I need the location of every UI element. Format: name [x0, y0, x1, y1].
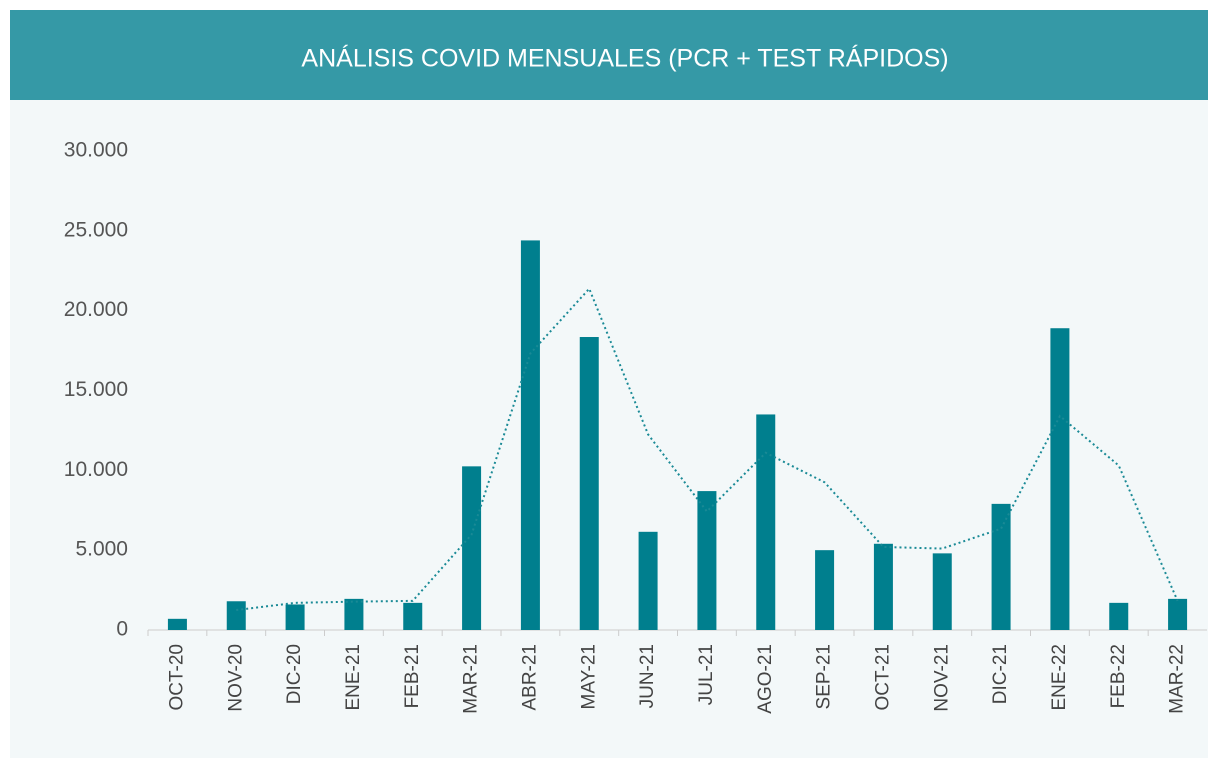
x-tick-label: OCT-21 [872, 644, 893, 711]
bar [226, 601, 246, 630]
bar [638, 531, 658, 630]
y-tick-label: 20.000 [64, 298, 128, 321]
x-tick-label: JUN-21 [637, 644, 658, 708]
x-tick-label: NOV-20 [225, 644, 246, 712]
bar [520, 240, 540, 630]
x-tick-label: ENE-22 [1049, 644, 1070, 711]
bar [344, 598, 364, 630]
x-tick-label: SEP-21 [814, 644, 835, 709]
bar [873, 543, 893, 630]
title-band [10, 10, 1208, 100]
bar [1050, 328, 1070, 630]
x-tick-label: DIC-21 [990, 644, 1011, 704]
bar [1168, 598, 1188, 630]
bar [697, 491, 717, 630]
bar [991, 503, 1011, 630]
x-tick-label: ENE-21 [343, 644, 364, 711]
x-tick-label: ABR-21 [519, 644, 540, 711]
x-tick-label: JUL-21 [696, 644, 717, 705]
y-tick-label: 25.000 [64, 218, 128, 241]
y-tick-label: 5.000 [75, 538, 128, 561]
bar [579, 337, 599, 630]
chart-background [10, 100, 1208, 758]
x-tick-label: AGO-21 [755, 644, 776, 714]
x-tick-label: FEB-21 [402, 644, 423, 708]
x-tick-label: FEB-22 [1108, 644, 1129, 708]
y-tick-label: 30.000 [64, 139, 128, 162]
bar [167, 618, 187, 630]
x-tick-label: OCT-20 [166, 644, 187, 711]
x-tick-label: NOV-21 [931, 644, 952, 712]
x-tick-label: DIC-20 [284, 644, 305, 704]
x-tick-label: MAR-22 [1167, 644, 1188, 714]
y-tick-label: 10.000 [64, 458, 128, 481]
x-tick-label: MAY-21 [578, 644, 599, 709]
bar [932, 553, 952, 630]
bar [462, 466, 482, 630]
bar [403, 602, 423, 630]
bar [815, 550, 835, 630]
y-tick-label: 0 [116, 618, 128, 641]
bar [756, 414, 776, 630]
bar [285, 604, 305, 630]
y-tick-label: 15.000 [64, 378, 128, 401]
bar [1109, 602, 1129, 630]
chart-title: ANÁLISIS COVID MENSUALES (PCR + TEST RÁP… [301, 44, 948, 73]
x-tick-label: MAR-21 [461, 644, 482, 714]
